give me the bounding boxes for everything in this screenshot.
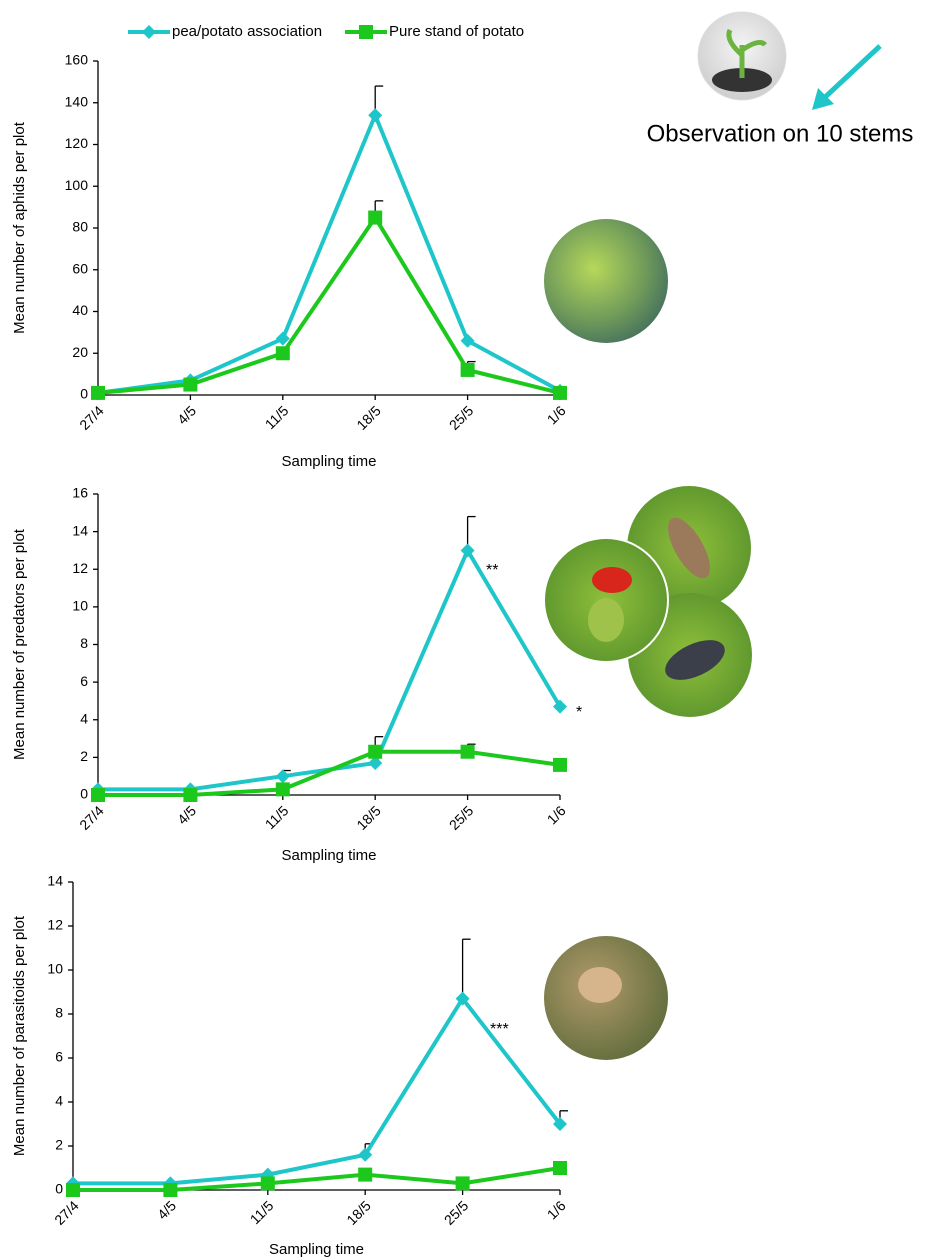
x-tick-label: 11/5 [262, 402, 292, 432]
marker [66, 1183, 80, 1197]
y-tick-label: 10 [47, 961, 63, 977]
x-tick-label: 27/4 [51, 1197, 82, 1228]
x-axis-label: Sampling time [281, 847, 376, 864]
marker [368, 108, 382, 122]
marker [358, 1168, 372, 1182]
decorations [544, 12, 880, 1060]
x-tick-label: 11/5 [247, 1197, 277, 1227]
y-tick-label: 2 [55, 1137, 63, 1153]
x-tick-label: 4/5 [174, 802, 199, 827]
x-tick-label: 18/5 [343, 1197, 374, 1228]
y-tick-label: 0 [80, 786, 88, 802]
y-axis-label: Mean number of predators per plot [11, 528, 28, 760]
y-tick-label: 4 [55, 1093, 63, 1109]
annotation: Observation on 10 stems [647, 120, 914, 147]
y-tick-label: 14 [72, 522, 88, 538]
x-tick-label: 11/5 [262, 802, 292, 832]
y-tick-label: 2 [80, 748, 88, 764]
x-tick-label: 4/5 [154, 1197, 179, 1222]
series-line [98, 115, 560, 393]
marker [553, 386, 567, 400]
marker [276, 782, 290, 796]
y-tick-label: 14 [47, 873, 63, 889]
x-tick-label: 1/6 [544, 1197, 569, 1222]
aphid-photo [544, 219, 668, 343]
y-tick-label: 20 [72, 344, 88, 360]
marker [183, 378, 197, 392]
y-tick-label: 60 [72, 260, 88, 276]
legend-label: pea/potato association [172, 23, 322, 40]
marker [368, 745, 382, 759]
y-tick-label: 6 [55, 1049, 63, 1065]
x-tick-label: 25/5 [446, 802, 477, 833]
marker [91, 788, 105, 802]
annotation: ** [486, 562, 498, 579]
marker [276, 346, 290, 360]
y-tick-label: 120 [65, 135, 89, 151]
legend-label: Pure stand of potato [389, 23, 524, 40]
marker [261, 1176, 275, 1190]
marker [183, 788, 197, 802]
y-tick-label: 12 [47, 917, 63, 933]
legend-marker [359, 25, 373, 39]
ladybird [592, 567, 632, 593]
x-tick-label: 25/5 [441, 1197, 472, 1228]
bud [588, 598, 624, 642]
legend-marker [142, 25, 156, 39]
marker [91, 386, 105, 400]
annotation: *** [490, 1021, 509, 1038]
marker [456, 1176, 470, 1190]
y-tick-label: 8 [80, 635, 88, 651]
y-tick-label: 16 [72, 485, 88, 501]
y-axis-label: Mean number of aphids per plot [11, 121, 28, 334]
y-tick-label: 140 [65, 93, 89, 109]
y-tick-label: 6 [80, 673, 88, 689]
y-tick-label: 10 [72, 598, 88, 614]
figure: 02040608010012014016027/44/511/518/525/5… [0, 0, 952, 1258]
arrow-shaft [822, 46, 880, 100]
marker [461, 363, 475, 377]
annotation: * [576, 704, 582, 721]
marker [553, 1161, 567, 1175]
x-tick-label: 25/5 [446, 402, 477, 433]
y-tick-label: 12 [72, 560, 88, 576]
x-tick-label: 27/4 [76, 402, 107, 433]
series-line [73, 999, 560, 1184]
mummy [578, 967, 622, 1003]
y-axis-label: Mean number of parasitoids per plot [11, 915, 28, 1156]
marker [461, 745, 475, 759]
y-tick-label: 0 [55, 1181, 63, 1197]
series-line [73, 1168, 560, 1190]
x-axis-label: Sampling time [269, 1241, 364, 1258]
x-tick-label: 18/5 [353, 402, 384, 433]
series-line [98, 218, 560, 393]
x-tick-label: 1/6 [544, 802, 569, 827]
x-tick-label: 18/5 [353, 802, 384, 833]
y-tick-label: 0 [80, 386, 88, 402]
y-tick-label: 160 [65, 52, 89, 68]
x-tick-label: 1/6 [544, 402, 569, 427]
marker [276, 769, 290, 783]
x-tick-label: 27/4 [76, 802, 107, 833]
y-tick-label: 100 [65, 177, 89, 193]
y-tick-label: 8 [55, 1005, 63, 1021]
y-tick-label: 4 [80, 710, 88, 726]
y-tick-label: 40 [72, 302, 88, 318]
marker [553, 758, 567, 772]
y-tick-label: 80 [72, 219, 88, 235]
x-tick-label: 4/5 [174, 402, 199, 427]
marker [163, 1183, 177, 1197]
x-axis-label: Sampling time [281, 453, 376, 470]
marker [368, 211, 382, 225]
